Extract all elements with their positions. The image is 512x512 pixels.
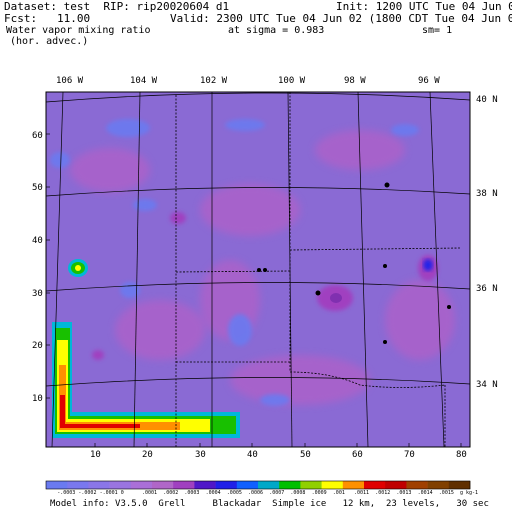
frame-ticks <box>46 133 462 447</box>
x-tick-20: 20 <box>142 450 153 460</box>
colorbar-label: .0015 <box>438 490 454 496</box>
sigma-label: at sigma = 0.983 <box>228 25 325 36</box>
lat-label-34n: 34 N <box>476 380 498 390</box>
lat-label-36n: 36 N <box>476 284 498 294</box>
moisture-band <box>52 322 240 438</box>
colorbar-swatch <box>236 481 259 489</box>
x-tick-40: 40 <box>247 450 258 460</box>
fcst-label: Fcst: 11.00 <box>4 12 91 25</box>
colorbar-label: .0008 <box>290 490 306 496</box>
y-tick-30: 30 <box>32 289 43 299</box>
x-tick-50: 50 <box>300 450 311 460</box>
lon-label-104w: 104 W <box>130 76 158 86</box>
y-tick-60: 60 <box>32 131 43 141</box>
colorbar-swatch <box>427 481 450 489</box>
colorbar-swatch <box>448 481 471 489</box>
colorbar-swatch <box>194 481 216 489</box>
colorbar-label: .0013 <box>396 490 412 496</box>
x-tick-10: 10 <box>90 450 101 460</box>
colorbar-label: .0012 <box>375 490 391 496</box>
colorbar-label: .0001 <box>142 490 158 496</box>
colorbar-frame <box>45 480 471 490</box>
valid-label: Valid: 2300 UTC Tue 04 Jun 02 (1800 CDT … <box>170 12 512 25</box>
advection-label: (hor. advec.) <box>10 36 89 47</box>
colorbar-label: .001 <box>332 490 345 496</box>
lon-label-102w: 102 W <box>200 76 228 86</box>
colorbar-swatch <box>67 481 89 489</box>
colorbar-label: -.0002 <box>78 490 97 496</box>
x-tick-30: 30 <box>195 450 206 460</box>
map-frame <box>45 91 471 448</box>
colorbar-label: .0007 <box>269 490 285 496</box>
colorbar-swatch <box>173 481 195 489</box>
colorbar-swatch <box>152 481 174 489</box>
smoothing-label: sm= 1 <box>422 25 453 36</box>
colorbar-swatch <box>364 481 386 489</box>
colorbar-label: .0004 <box>205 490 221 496</box>
colorbar-label: .0002 <box>163 490 179 496</box>
latlon-grid <box>45 91 471 448</box>
colorbar-swatch <box>130 481 153 489</box>
colorbar-swatch <box>258 481 280 489</box>
colorbar <box>45 480 471 490</box>
lon-label-100w: 100 W <box>278 76 306 86</box>
x-tick-80: 80 <box>456 450 467 460</box>
colorbar-swatch <box>88 481 110 489</box>
colorbar-label: .0014 <box>417 490 433 496</box>
colorbar-label: .0009 <box>311 490 327 496</box>
colorbar-label: .0006 <box>248 490 264 496</box>
model-info: Model info: V3.5.0 Grell Blackadar Simpl… <box>50 499 489 509</box>
lon-label-96w: 96 W <box>418 76 440 86</box>
colorbar-label: -.0001 <box>99 490 118 496</box>
x-tick-70: 70 <box>404 450 415 460</box>
lon-label-98w: 98 W <box>344 76 366 86</box>
colorbar-label: -.0003 <box>57 490 76 496</box>
dataset-label: Dataset: test RIP: rip20020604 d1 <box>4 0 230 13</box>
moisture-cell <box>68 259 88 277</box>
lat-label-38n: 38 N <box>476 189 498 199</box>
colorbar-swatch <box>406 481 428 489</box>
colorbar-swatch <box>109 481 132 489</box>
lon-label-106w: 106 W <box>56 76 84 86</box>
colorbar-swatch <box>46 481 68 489</box>
init-label: Init: 1200 UTC Tue 04 Jun 02 <box>336 0 512 13</box>
lat-label-40n: 40 N <box>476 95 498 105</box>
colorbar-swatch <box>279 481 301 489</box>
colorbar-swatch <box>342 481 365 489</box>
x-tick-60: 60 <box>352 450 363 460</box>
colorbar-swatch <box>385 481 407 489</box>
colorbar-label: .0011 <box>354 490 370 496</box>
colorbar-label: .0003 <box>184 490 200 496</box>
state-borders <box>175 92 461 447</box>
y-tick-40: 40 <box>32 236 43 246</box>
city-markers <box>257 182 451 344</box>
y-tick-20: 20 <box>32 341 43 351</box>
y-tick-10: 10 <box>32 394 43 404</box>
field-label: Water vapor mixing ratio <box>6 25 151 36</box>
colorbar-swatch <box>215 481 238 489</box>
colorbar-swatch <box>321 481 344 489</box>
y-tick-50: 50 <box>32 183 43 193</box>
colorbar-label: g kg-1 <box>460 490 479 496</box>
colorbar-swatch <box>300 481 322 489</box>
colorbar-label: .0005 <box>226 490 242 496</box>
low-value-patches <box>70 130 455 405</box>
colorbar-label: 0 <box>120 490 124 496</box>
